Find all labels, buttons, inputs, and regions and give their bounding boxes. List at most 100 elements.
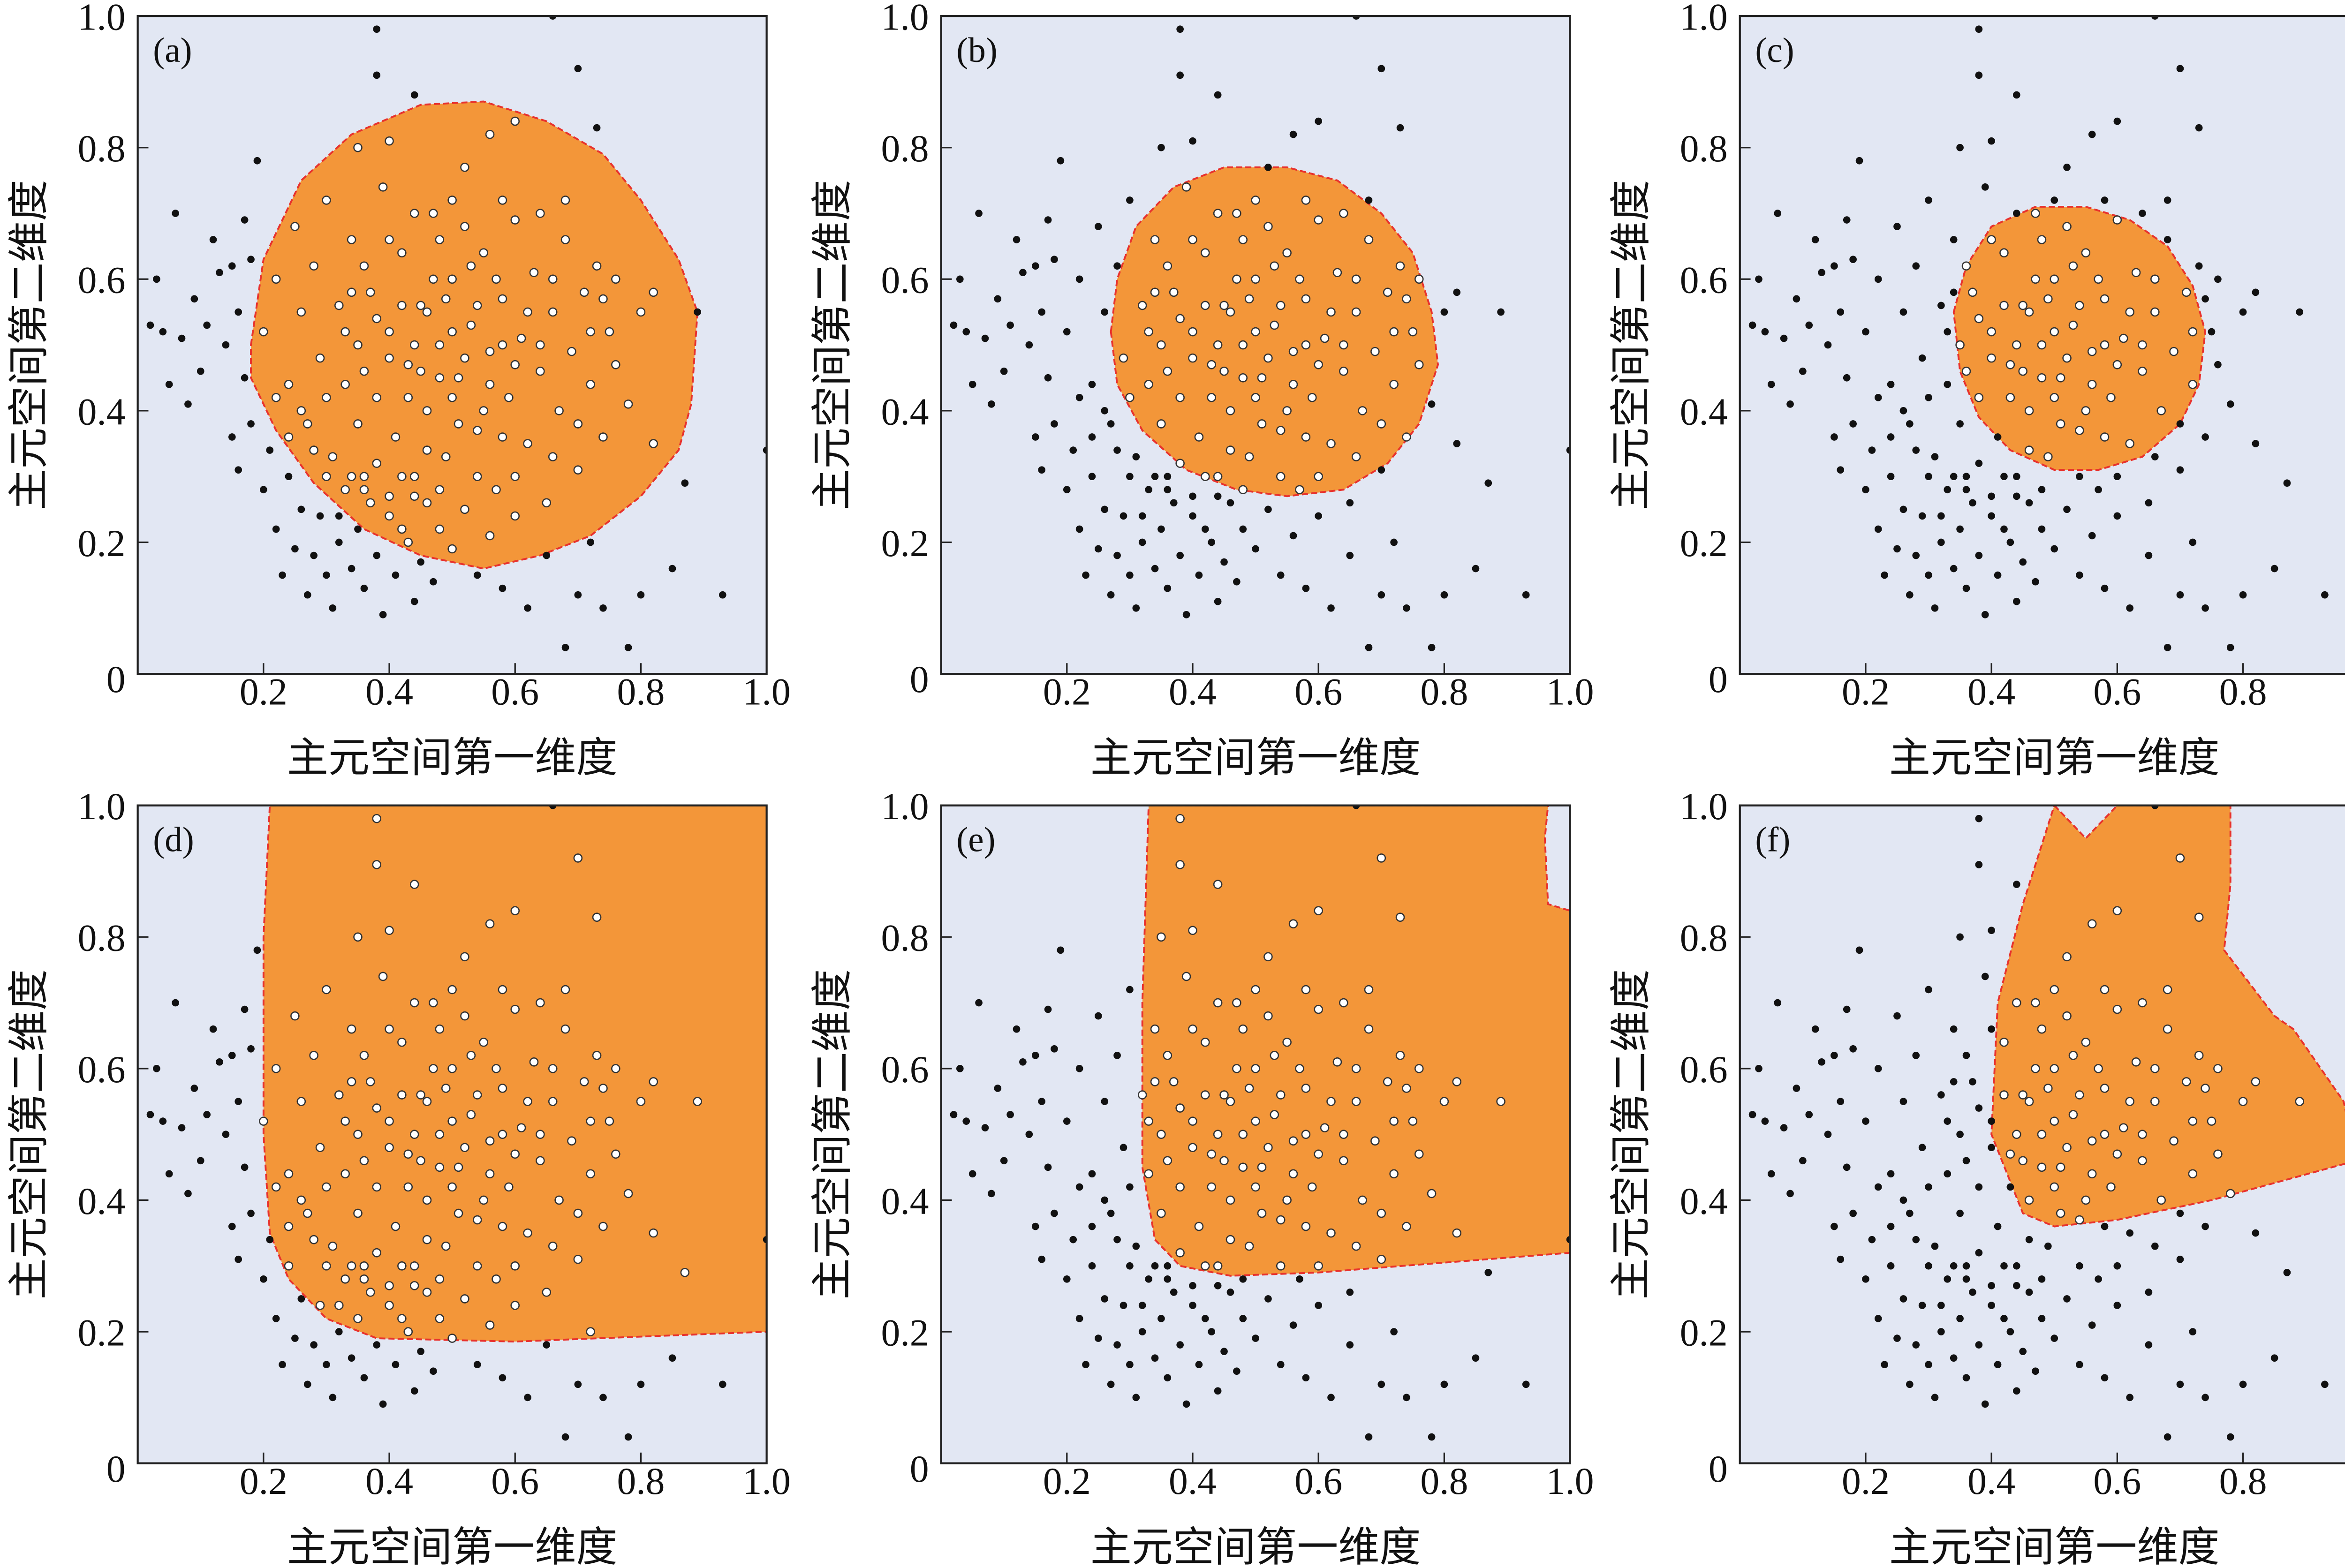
outside-point <box>1874 525 1882 533</box>
x-tick-label: 0.4 <box>1967 670 2015 713</box>
decision-region <box>1141 805 1570 1277</box>
inside-point <box>391 1221 401 1231</box>
x-tick-label: 0.6 <box>1294 670 1342 713</box>
outside-point <box>1837 308 1845 316</box>
outside-point <box>1220 1348 1228 1355</box>
outside-point <box>1874 1315 1882 1322</box>
inside-point <box>328 1241 338 1251</box>
inside-point <box>460 1011 469 1021</box>
outside-point <box>1126 571 1134 579</box>
inside-point <box>560 235 570 244</box>
panel-d: 0.2 0.4 0.6 0.8 1.0 0 0.2 0.4 0.6 0.8 1.0 主元空间第一维度 主… <box>7 785 790 1568</box>
inside-point <box>1263 353 1273 363</box>
outside-point <box>1151 1262 1159 1270</box>
inside-point <box>1307 1182 1317 1192</box>
outside-point <box>266 446 274 454</box>
outside-point <box>2252 440 2260 447</box>
inside-point <box>529 268 539 278</box>
outside-point <box>1874 1065 1882 1072</box>
inside-point <box>1169 1077 1179 1086</box>
inside-point <box>2188 1116 2198 1126</box>
inside-point <box>1402 294 1411 304</box>
inside-point <box>1232 998 1241 1008</box>
outside-point <box>988 400 995 408</box>
inside-point <box>385 491 394 501</box>
panel-c: 0.20.40.60.81.000.20.40.60.81.0主元空间第一维度主… <box>1609 0 2345 781</box>
outside-point <box>1088 1262 1096 1270</box>
outside-point <box>2076 1262 2083 1270</box>
outside-point <box>1906 591 1914 599</box>
inside-point <box>290 1011 300 1021</box>
outside-point <box>1874 1183 1882 1191</box>
panel-a: 0.2 0.4 0.6 0.8 1.0 0 0.2 0.4 0.6 0.8 1.0 主元空间第一维度 主… <box>7 0 790 781</box>
outside-point <box>2076 571 2083 579</box>
decision-region <box>262 805 767 1343</box>
outside-point <box>1956 933 1964 941</box>
outside-point <box>950 321 958 329</box>
inside-point <box>403 1149 413 1159</box>
outside-point <box>1233 1367 1241 1375</box>
outside-point <box>228 433 236 441</box>
inside-point <box>1496 1097 1505 1106</box>
inside-point <box>485 531 495 541</box>
outside-point <box>1095 223 1102 230</box>
outside-point <box>1031 262 1039 270</box>
outside-point <box>1761 1117 1769 1125</box>
inside-point <box>2100 294 2110 304</box>
outside-point <box>2189 1328 2197 1335</box>
inside-point <box>1276 426 1286 435</box>
outside-point <box>1277 1361 1285 1369</box>
inside-point <box>296 1097 306 1106</box>
inside-point <box>2062 1011 2072 1021</box>
inside-point <box>586 327 595 337</box>
inside-point <box>479 1037 488 1047</box>
inside-point <box>353 340 363 350</box>
inside-point <box>1282 248 1292 257</box>
inside-point <box>409 880 419 889</box>
inside-point <box>472 301 482 310</box>
inside-point <box>498 432 507 442</box>
outside-point <box>1365 644 1373 651</box>
inside-point <box>2138 998 2147 1008</box>
outside-point <box>1113 551 1121 559</box>
inside-point <box>2018 1156 2027 1166</box>
inside-point <box>1364 1024 1374 1034</box>
outside-point <box>1120 1302 1127 1309</box>
inside-point <box>366 498 375 508</box>
outside-point <box>1956 1131 1964 1138</box>
outside-point <box>1988 1025 1995 1033</box>
outside-point <box>1755 1065 1763 1072</box>
inside-point <box>1364 235 1374 244</box>
outside-point <box>2321 1380 2329 1388</box>
outside-point <box>2189 538 2197 546</box>
outside-point <box>2208 328 2216 336</box>
inside-point <box>598 432 608 442</box>
inside-point <box>1314 906 1323 915</box>
inside-point <box>2037 340 2047 350</box>
y-axis-label: 主元空间第二维度 <box>7 969 52 1300</box>
inside-point <box>1188 327 1197 337</box>
inside-point <box>378 182 388 192</box>
outside-point <box>1937 1302 1945 1309</box>
inside-point <box>1238 235 1248 244</box>
inside-point <box>347 1261 356 1271</box>
outside-point <box>190 295 198 303</box>
inside-point <box>1452 1228 1461 1238</box>
inside-point <box>1370 347 1380 356</box>
outside-point <box>1157 1315 1165 1322</box>
y-tick-label: 0.6 <box>1680 1048 1728 1091</box>
inside-point <box>1276 1261 1286 1271</box>
inside-point <box>1395 1051 1405 1060</box>
inside-point <box>611 1149 620 1159</box>
outside-point <box>968 1170 976 1178</box>
inside-point <box>472 472 482 481</box>
inside-point <box>1999 301 2009 310</box>
outside-point <box>2214 361 2222 369</box>
outside-point <box>310 1341 318 1349</box>
inside-point <box>372 814 382 823</box>
inside-point <box>649 1228 658 1238</box>
inside-point <box>479 1195 488 1205</box>
outside-point <box>373 1341 381 1349</box>
inside-point <box>259 327 268 337</box>
outside-point <box>1195 1361 1203 1369</box>
